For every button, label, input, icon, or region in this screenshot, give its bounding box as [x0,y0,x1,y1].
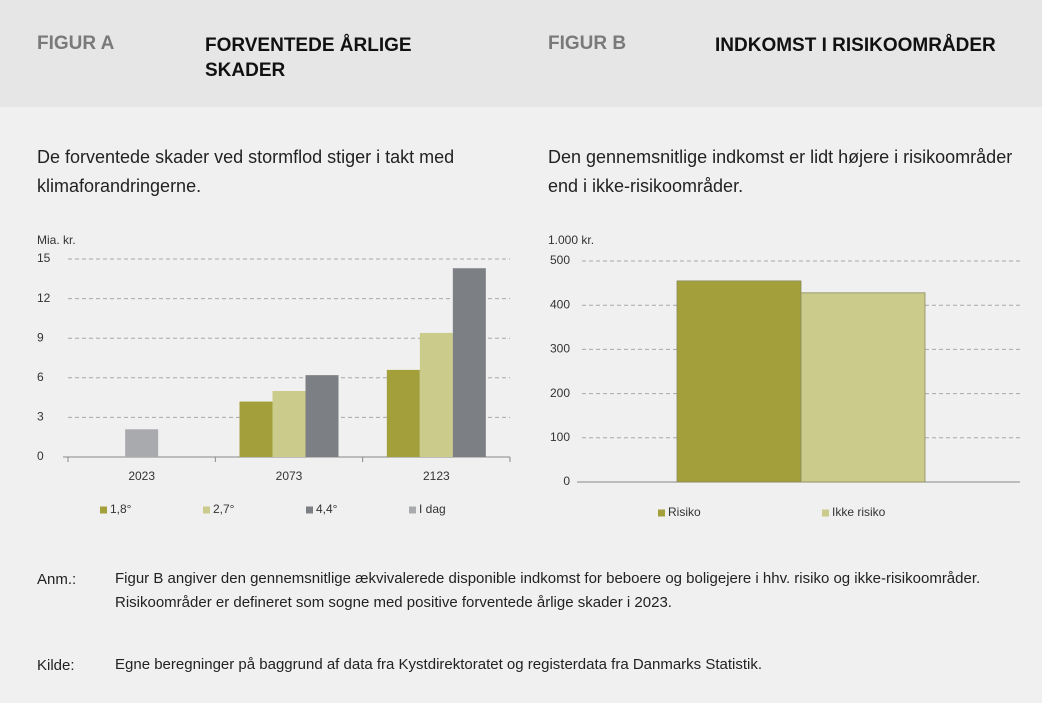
x-tick-label: 2073 [276,469,303,483]
y-tick-label: 0 [563,474,570,488]
y-tick-label: 15 [37,251,51,265]
legend-label: 1,8° [110,502,132,516]
y-tick-label: 0 [37,449,44,463]
bar [452,268,486,457]
bar [386,369,420,457]
note-text: Figur B angiver den gennemsnitlige ækviv… [115,570,981,611]
legend-swatch [100,506,107,514]
legend-label: 4,4° [316,502,338,516]
header-band [0,0,1042,107]
bar [125,429,159,457]
y-tick-label: 400 [550,297,570,311]
bar [800,292,926,483]
legend-label: 2,7° [213,502,235,516]
legend-label: Ikke risiko [832,505,886,519]
legend-swatch [203,506,210,514]
x-tick-label: 2123 [423,469,450,483]
y-axis-label: Mia. kr. [37,233,76,247]
figure-label: FIGUR A [37,33,115,54]
bar [272,391,306,457]
figure-title: FORVENTEDE ÅRLIGE SKADER [205,35,412,81]
chart: 1.000 kr. 0 100 200 300 400 500 Risiko Ikke risi… [548,233,1020,519]
legend-swatch [409,506,416,514]
bar [419,332,453,457]
bar [676,280,802,483]
figure-label: FIGUR B [548,33,627,54]
note-label: Anm.: [37,571,77,588]
x-tick-label: 2023 [128,469,155,483]
bar [305,375,339,457]
y-tick-label: 12 [37,291,51,305]
chart: Mia. kr. 0 3 6 9 12 15 2023 2073 2123 1,8° 2,7° 4,4°… [37,233,511,516]
figure-title: INDKOMST I RISIKOOMRÅDER [715,35,996,56]
legend-swatch [822,509,829,517]
note-text: Egne beregninger på baggrund af data fra… [115,656,763,673]
bar [239,401,273,457]
y-tick-label: 6 [37,370,44,384]
legend-swatch [306,506,313,514]
y-tick-label: 9 [37,330,44,344]
y-axis-label: 1.000 kr. [548,233,594,247]
legend-swatch [658,509,665,517]
subtitle: Den gennemsnitlige indkomst er lidt høje… [548,147,1013,196]
y-tick-label: 3 [37,410,44,424]
legend-label: I dag [419,502,446,516]
legend-label: Risiko [668,505,701,519]
y-tick-label: 300 [550,342,570,356]
y-tick-label: 100 [550,430,570,444]
subtitle: De forventede skader ved stormflod stige… [37,147,455,196]
y-tick-label: 200 [550,386,570,400]
y-tick-label: 500 [550,253,570,267]
note-label: Kilde: [37,657,75,674]
